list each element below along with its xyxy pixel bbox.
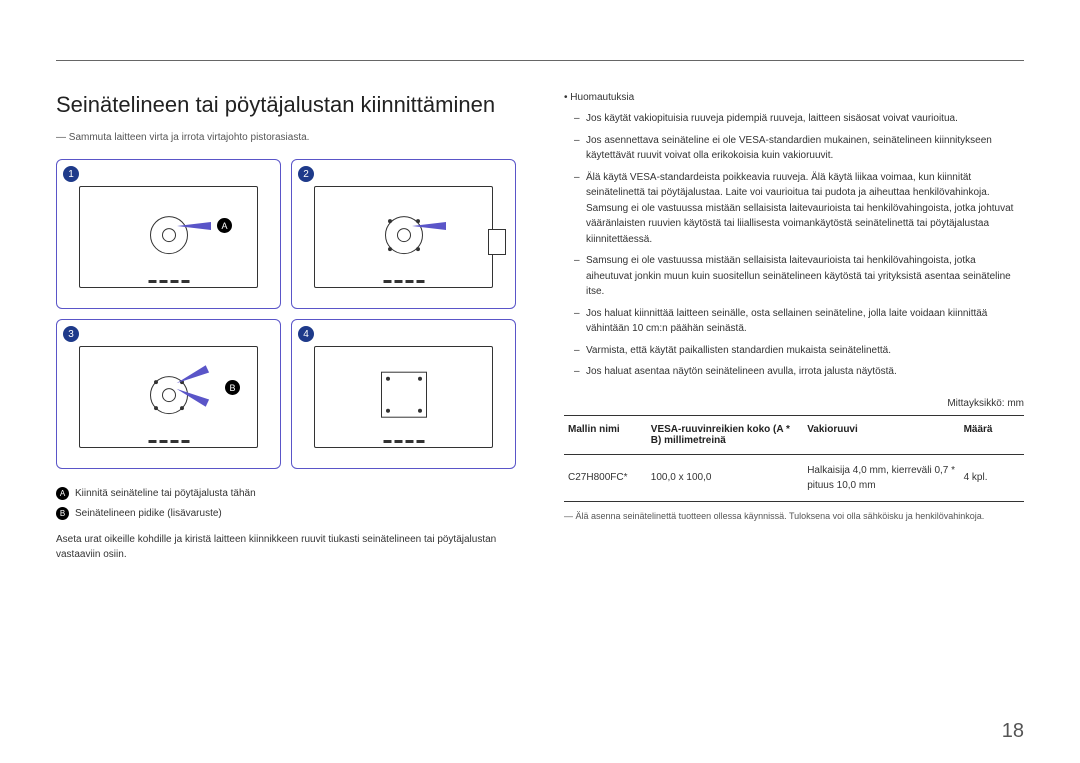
- notes-heading: • Huomautuksia: [564, 92, 1024, 103]
- note-item: Jos haluat kiinnittää laitteen seinälle,…: [576, 306, 1024, 337]
- monitor-back: [314, 346, 493, 448]
- left-column: Seinätelineen tai pöytäjalustan kiinnitt…: [56, 64, 516, 562]
- diagram-grid: 1 A 2: [56, 159, 516, 469]
- diagram-panel-2: 2: [291, 159, 516, 309]
- power-off-note: ― Sammuta laitteen virta ja irrota virta…: [56, 130, 516, 145]
- bracket: [488, 229, 506, 255]
- spec-table: Mallin nimi VESA-ruuvinreikien koko (A *…: [564, 415, 1024, 502]
- legend-b-icon: B: [56, 507, 69, 520]
- th-vesa: VESA-ruuvinreikien koko (A * B) millimet…: [647, 415, 803, 454]
- note-item: Varmista, että käytät paikallisten stand…: [576, 343, 1024, 359]
- monitor-back: [79, 186, 258, 288]
- notes-list: Jos käytät vakiopituisia ruuveja pidempi…: [564, 111, 1024, 380]
- arrow-icon: [412, 222, 446, 230]
- panel-number: 4: [298, 326, 314, 342]
- unit-label: Mittayksikkö: mm: [564, 398, 1024, 409]
- legend-a-text: Kiinnitä seinäteline tai pöytäjalusta tä…: [75, 485, 256, 502]
- diagram-panel-1: 1 A: [56, 159, 281, 309]
- note-item: Jos asennettava seinäteline ei ole VESA-…: [576, 133, 1024, 164]
- legend-a-icon: A: [56, 487, 69, 500]
- legend: A Kiinnitä seinäteline tai pöytäjalusta …: [56, 485, 516, 522]
- ports: [383, 280, 424, 283]
- arrow-icon: [177, 222, 211, 230]
- note-item: Jos käytät vakiopituisia ruuveja pidempi…: [576, 111, 1024, 127]
- ports: [148, 280, 189, 283]
- label-b-badge: B: [225, 380, 240, 395]
- ports: [148, 440, 189, 443]
- panel-number: 1: [63, 166, 79, 182]
- legend-b-text: Seinätelineen pidike (lisävaruste): [75, 505, 222, 522]
- cell-vesa: 100,0 x 100,0: [647, 454, 803, 501]
- note-item: Samsung ei ole vastuussa mistään sellais…: [576, 253, 1024, 300]
- page-content: Seinätelineen tai pöytäjalustan kiinnitt…: [0, 0, 1080, 586]
- instruction-text: Aseta urat oikeille kohdille ja kiristä …: [56, 532, 516, 562]
- cell-screw: Halkaisija 4,0 mm, kierreväli 0,7 * pitu…: [803, 454, 959, 501]
- panel-number: 3: [63, 326, 79, 342]
- cell-model: C27H800FC*: [564, 454, 647, 501]
- right-column: • Huomautuksia Jos käytät vakiopituisia …: [564, 64, 1024, 562]
- th-model: Mallin nimi: [564, 415, 647, 454]
- diagram-panel-3: 3 B: [56, 319, 281, 469]
- panel-number: 2: [298, 166, 314, 182]
- ports: [383, 440, 424, 443]
- mount-plate: [381, 372, 427, 418]
- diagram-panel-4: 4: [291, 319, 516, 469]
- top-rule: [56, 60, 1024, 61]
- th-screw: Vakioruuvi: [803, 415, 959, 454]
- monitor-back: [314, 186, 493, 288]
- page-number: 18: [1002, 720, 1024, 743]
- cell-qty: 4 kpl.: [960, 454, 1024, 501]
- page-title: Seinätelineen tai pöytäjalustan kiinnitt…: [56, 92, 516, 118]
- note-item: Älä käytä VESA-standardeista poikkeavia …: [576, 170, 1024, 248]
- label-a-badge: A: [217, 218, 232, 233]
- th-qty: Määrä: [960, 415, 1024, 454]
- note-item: Jos haluat asentaa näytön seinätelineen …: [576, 364, 1024, 380]
- warning-footnote: ― Älä asenna seinätelinettä tuotteen oll…: [564, 510, 1024, 524]
- monitor-back: [79, 346, 258, 448]
- table-row: C27H800FC* 100,0 x 100,0 Halkaisija 4,0 …: [564, 454, 1024, 501]
